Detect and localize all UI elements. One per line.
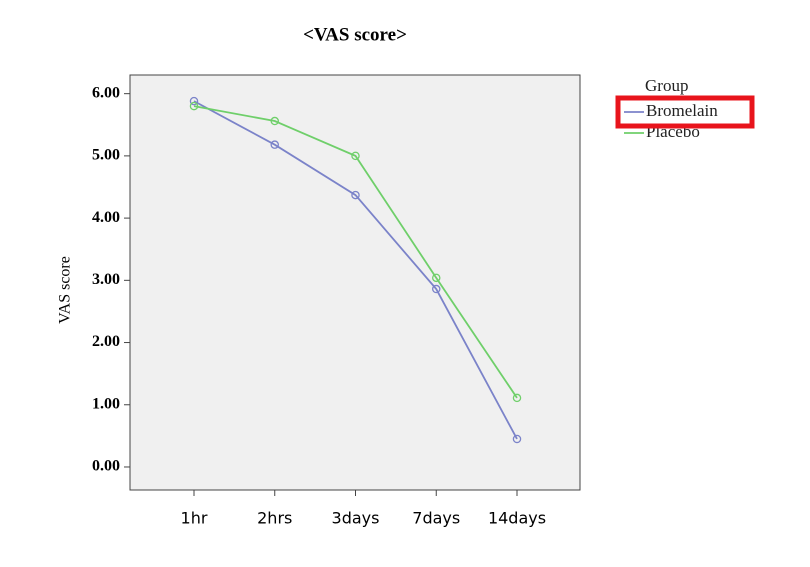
point	[351, 151, 360, 161]
y-tick-label: 4.00	[92, 209, 120, 226]
highlight-box	[615, 95, 755, 129]
point	[189, 101, 199, 111]
y-tick-label: 2.00	[92, 333, 120, 350]
y-axis-label: VAS score	[57, 256, 74, 324]
legend-label: Bromelain	[646, 101, 718, 120]
x-tick-label: 7days	[412, 509, 460, 528]
legend-title: Group	[645, 76, 688, 95]
series-line	[193, 105, 518, 399]
point	[270, 140, 279, 149]
y-tick-label: 0.00	[92, 458, 120, 475]
point	[512, 393, 522, 403]
point	[512, 434, 522, 444]
series-line	[193, 100, 518, 440]
x-tick-label: 2hrs	[257, 509, 292, 528]
point	[270, 116, 279, 126]
x-tick-label: 14days	[488, 509, 546, 528]
plot-area	[129, 74, 581, 491]
point	[351, 190, 360, 200]
y-tick-label: 6.00	[92, 84, 120, 101]
y-tick-label: 3.00	[92, 271, 120, 288]
point	[431, 284, 441, 294]
point	[189, 96, 199, 106]
x-tick-label: 3days	[332, 509, 380, 528]
chart-title: <VAS score>	[303, 24, 407, 45]
x-tick-label: 1hr	[181, 509, 208, 528]
y-tick-label: 1.00	[92, 395, 120, 412]
y-tick-label: 5.00	[92, 147, 120, 164]
point	[431, 273, 441, 283]
